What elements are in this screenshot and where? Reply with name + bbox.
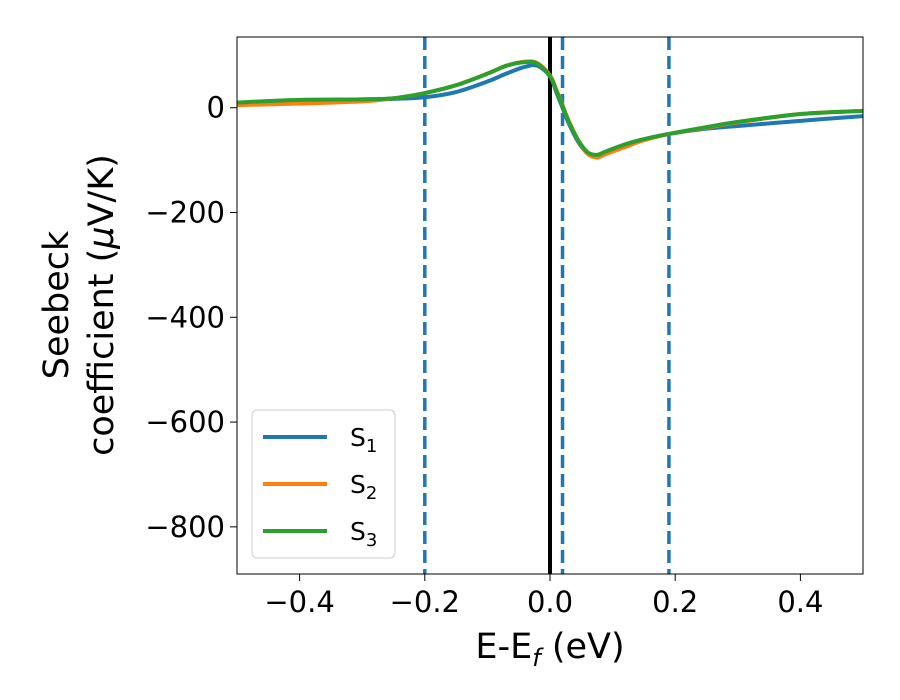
y-tick-label: 0 (207, 91, 225, 125)
x-tick-label: −0.4 (264, 585, 334, 619)
y-axis-label-text: coefficient ( (82, 249, 122, 456)
x-tick-label: 0.4 (777, 585, 823, 619)
y-axis-label-mu: μ (82, 226, 122, 249)
legend-label-2: S2 (350, 470, 377, 504)
y-tick-label: −800 (145, 510, 225, 544)
series-line-3 (237, 59, 863, 157)
legend: S1 S2 S3 (251, 409, 396, 559)
x-axis-label-unit: (eV) (541, 627, 625, 667)
y-tick-label: −400 (145, 300, 225, 334)
x-tick-label: −0.2 (390, 585, 460, 619)
x-tick-label: 0.2 (652, 585, 698, 619)
y-axis-ticks: 0 −200 −400 −600 −800 (145, 91, 237, 544)
x-axis-label: E-Ef (eV) (475, 627, 624, 672)
x-tick-label: 0.0 (527, 585, 573, 619)
reference-lines (423, 37, 671, 574)
x-axis-label-main: E-E (475, 627, 532, 667)
y-axis-label-line2: coefficient (μV/K) (82, 154, 122, 456)
legend-label-1: S1 (350, 423, 377, 457)
y-axis-label-unit: V/K) (82, 154, 122, 226)
y-axis-label: Seebeck coefficient (μV/K) (37, 154, 122, 456)
y-axis-label-line1: Seebeck (37, 230, 77, 379)
legend-label-3: S3 (350, 517, 377, 551)
y-tick-label: −600 (145, 405, 225, 439)
series-lines (237, 59, 863, 160)
x-axis-ticks: −0.4 −0.2 0.0 0.2 0.4 (264, 574, 823, 619)
y-tick-label: −200 (145, 196, 225, 230)
